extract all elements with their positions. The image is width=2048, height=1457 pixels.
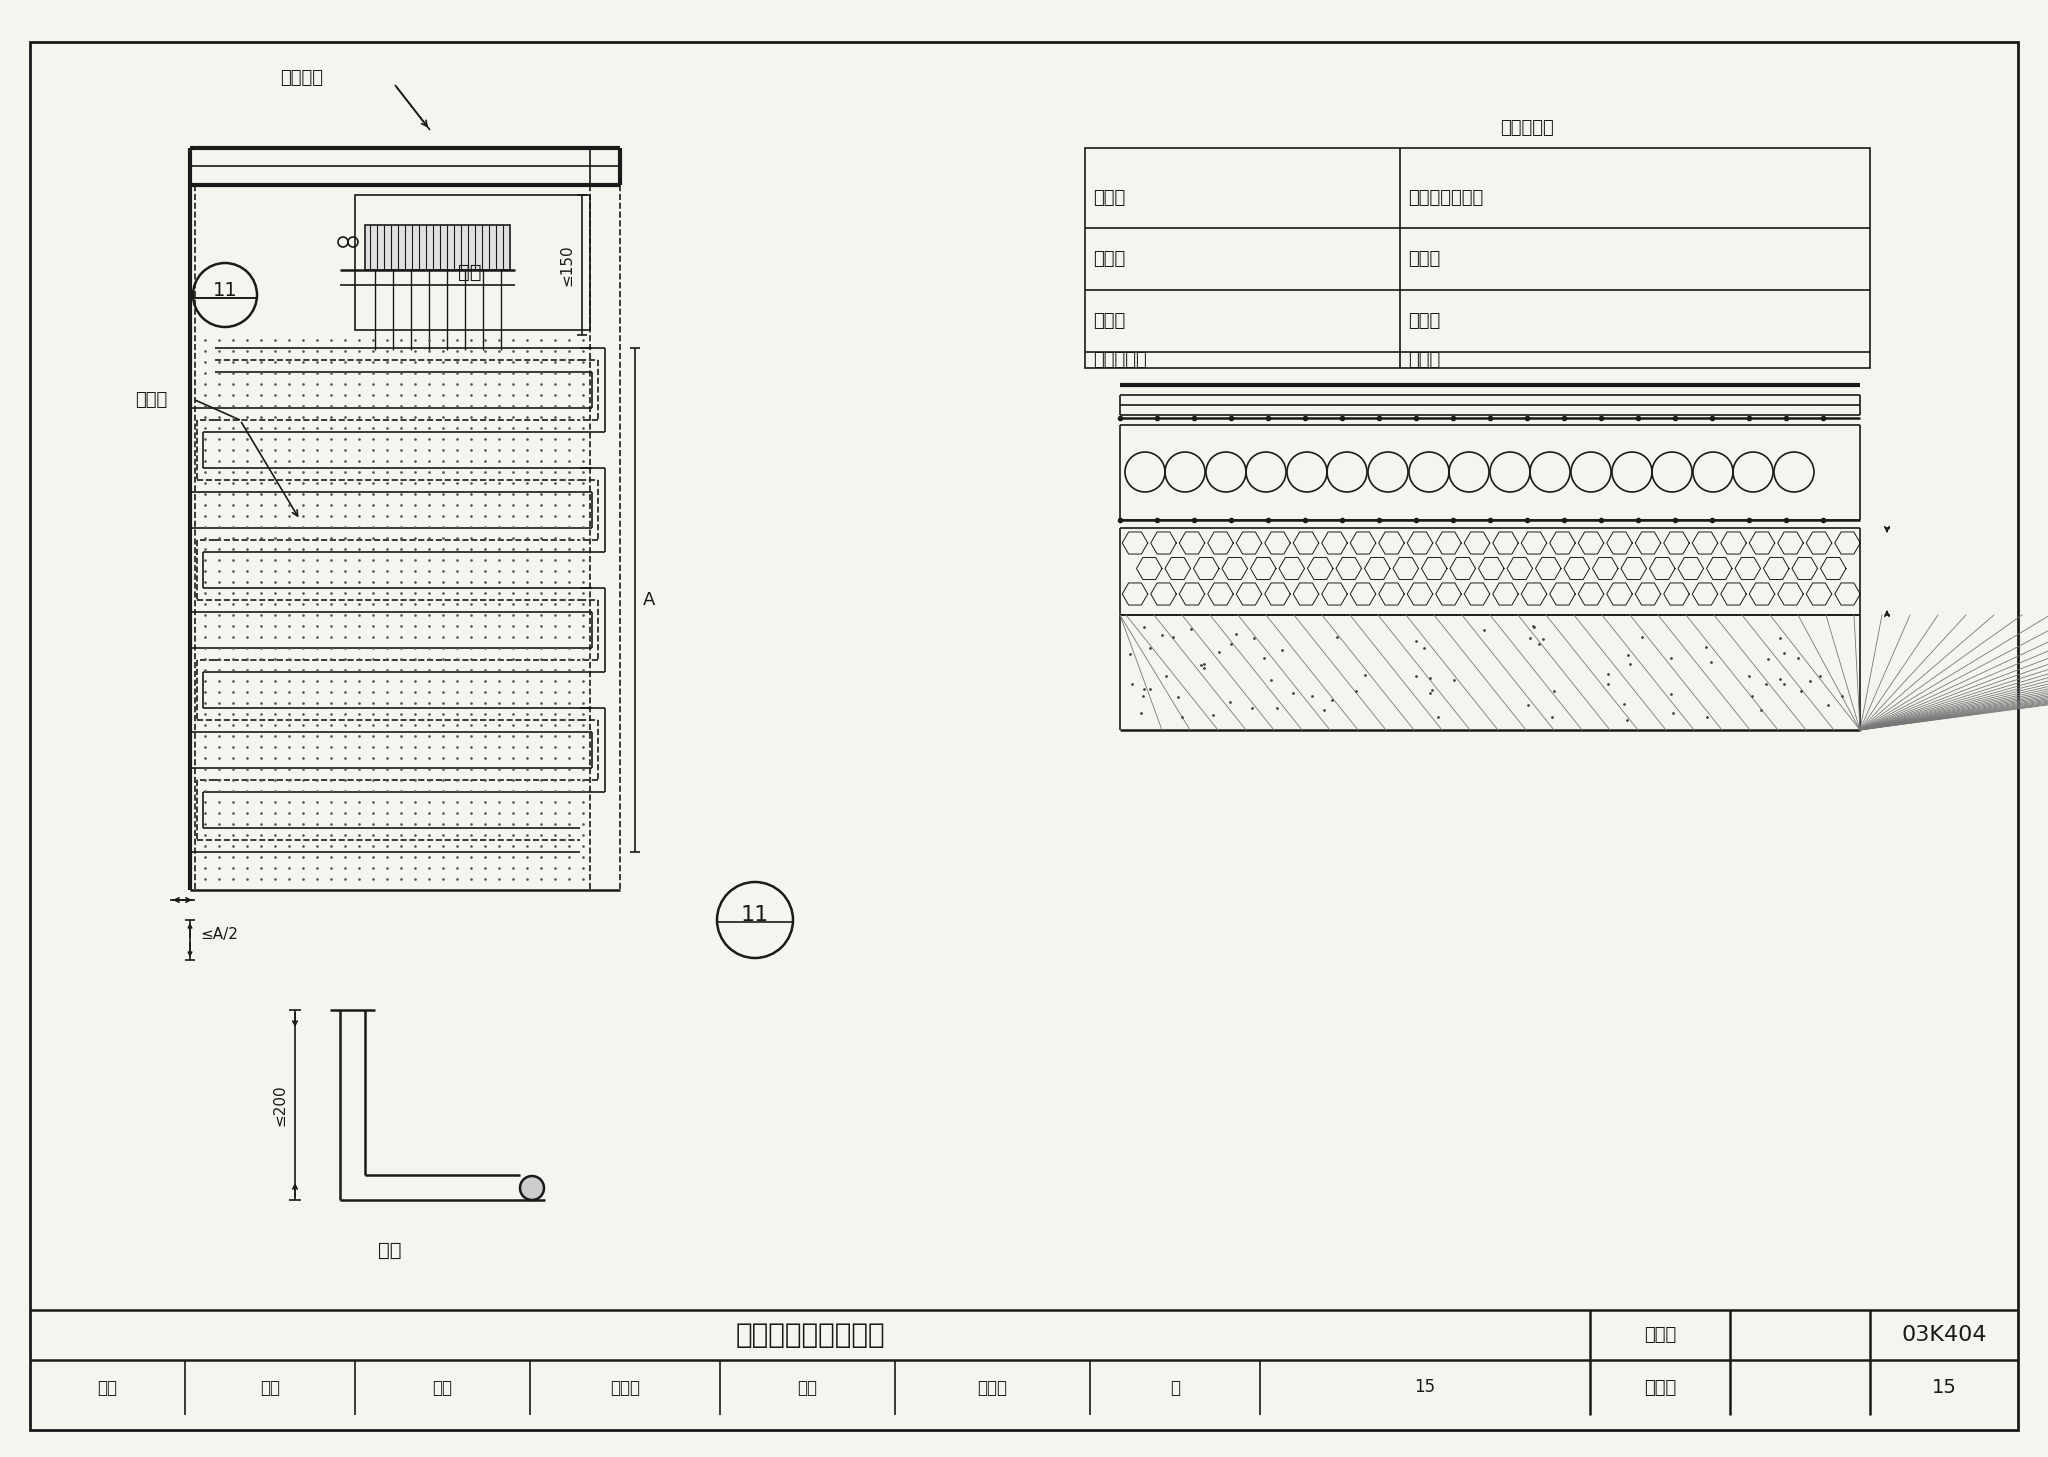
Bar [567,589,592,672]
Text: 图集号: 图集号 [1645,1326,1675,1343]
Text: 15: 15 [1415,1378,1436,1396]
Text: 王天: 王天 [260,1378,281,1396]
Bar [1085,149,1870,369]
Text: 橱柜: 橱柜 [459,262,481,281]
Text: 隔热板: 隔热板 [135,390,168,409]
Text: 塑料管: 塑料管 [1409,351,1440,369]
Text: ≤150: ≤150 [559,245,573,286]
Text: 地面装饰层: 地面装饰层 [1499,119,1554,137]
Text: 现浇层: 现浇层 [1409,251,1440,268]
Text: 张春雨: 张春雨 [977,1378,1008,1396]
Text: 钢丝网: 钢丝网 [1094,189,1124,207]
Text: 11: 11 [213,281,238,300]
Text: 校对: 校对 [432,1378,453,1396]
Text: 管道密集处隔热做法: 管道密集处隔热做法 [735,1321,885,1349]
Text: 页: 页 [1169,1378,1180,1396]
Text: 李宏民: 李宏民 [610,1378,639,1396]
Text: 图集号: 图集号 [1645,1378,1675,1396]
Text: 干硬性水泥砂浆: 干硬性水泥砂浆 [1409,189,1483,207]
Text: ≤200: ≤200 [272,1084,287,1126]
Bar [365,224,510,270]
Text: 15: 15 [1931,1378,1956,1397]
Text: ≤A/2: ≤A/2 [201,928,238,943]
Text: 绝热层: 绝热层 [1094,312,1124,329]
Bar [354,195,590,329]
Text: 楼（地）板: 楼（地）板 [1094,351,1147,369]
Text: A: A [643,592,655,609]
Bar [567,708,592,793]
Circle shape [520,1176,545,1201]
Text: 隔热板: 隔热板 [1409,312,1440,329]
Text: 隔热套管: 隔热套管 [281,68,324,87]
Text: 套管: 套管 [379,1240,401,1259]
Text: 审核: 审核 [96,1378,117,1396]
Text: 设计: 设计 [797,1378,817,1396]
Text: 03K404: 03K404 [1901,1324,1987,1345]
Bar [567,468,592,552]
Bar [567,348,592,431]
Text: 保护层: 保护层 [1094,251,1124,268]
Text: 11: 11 [741,905,770,925]
